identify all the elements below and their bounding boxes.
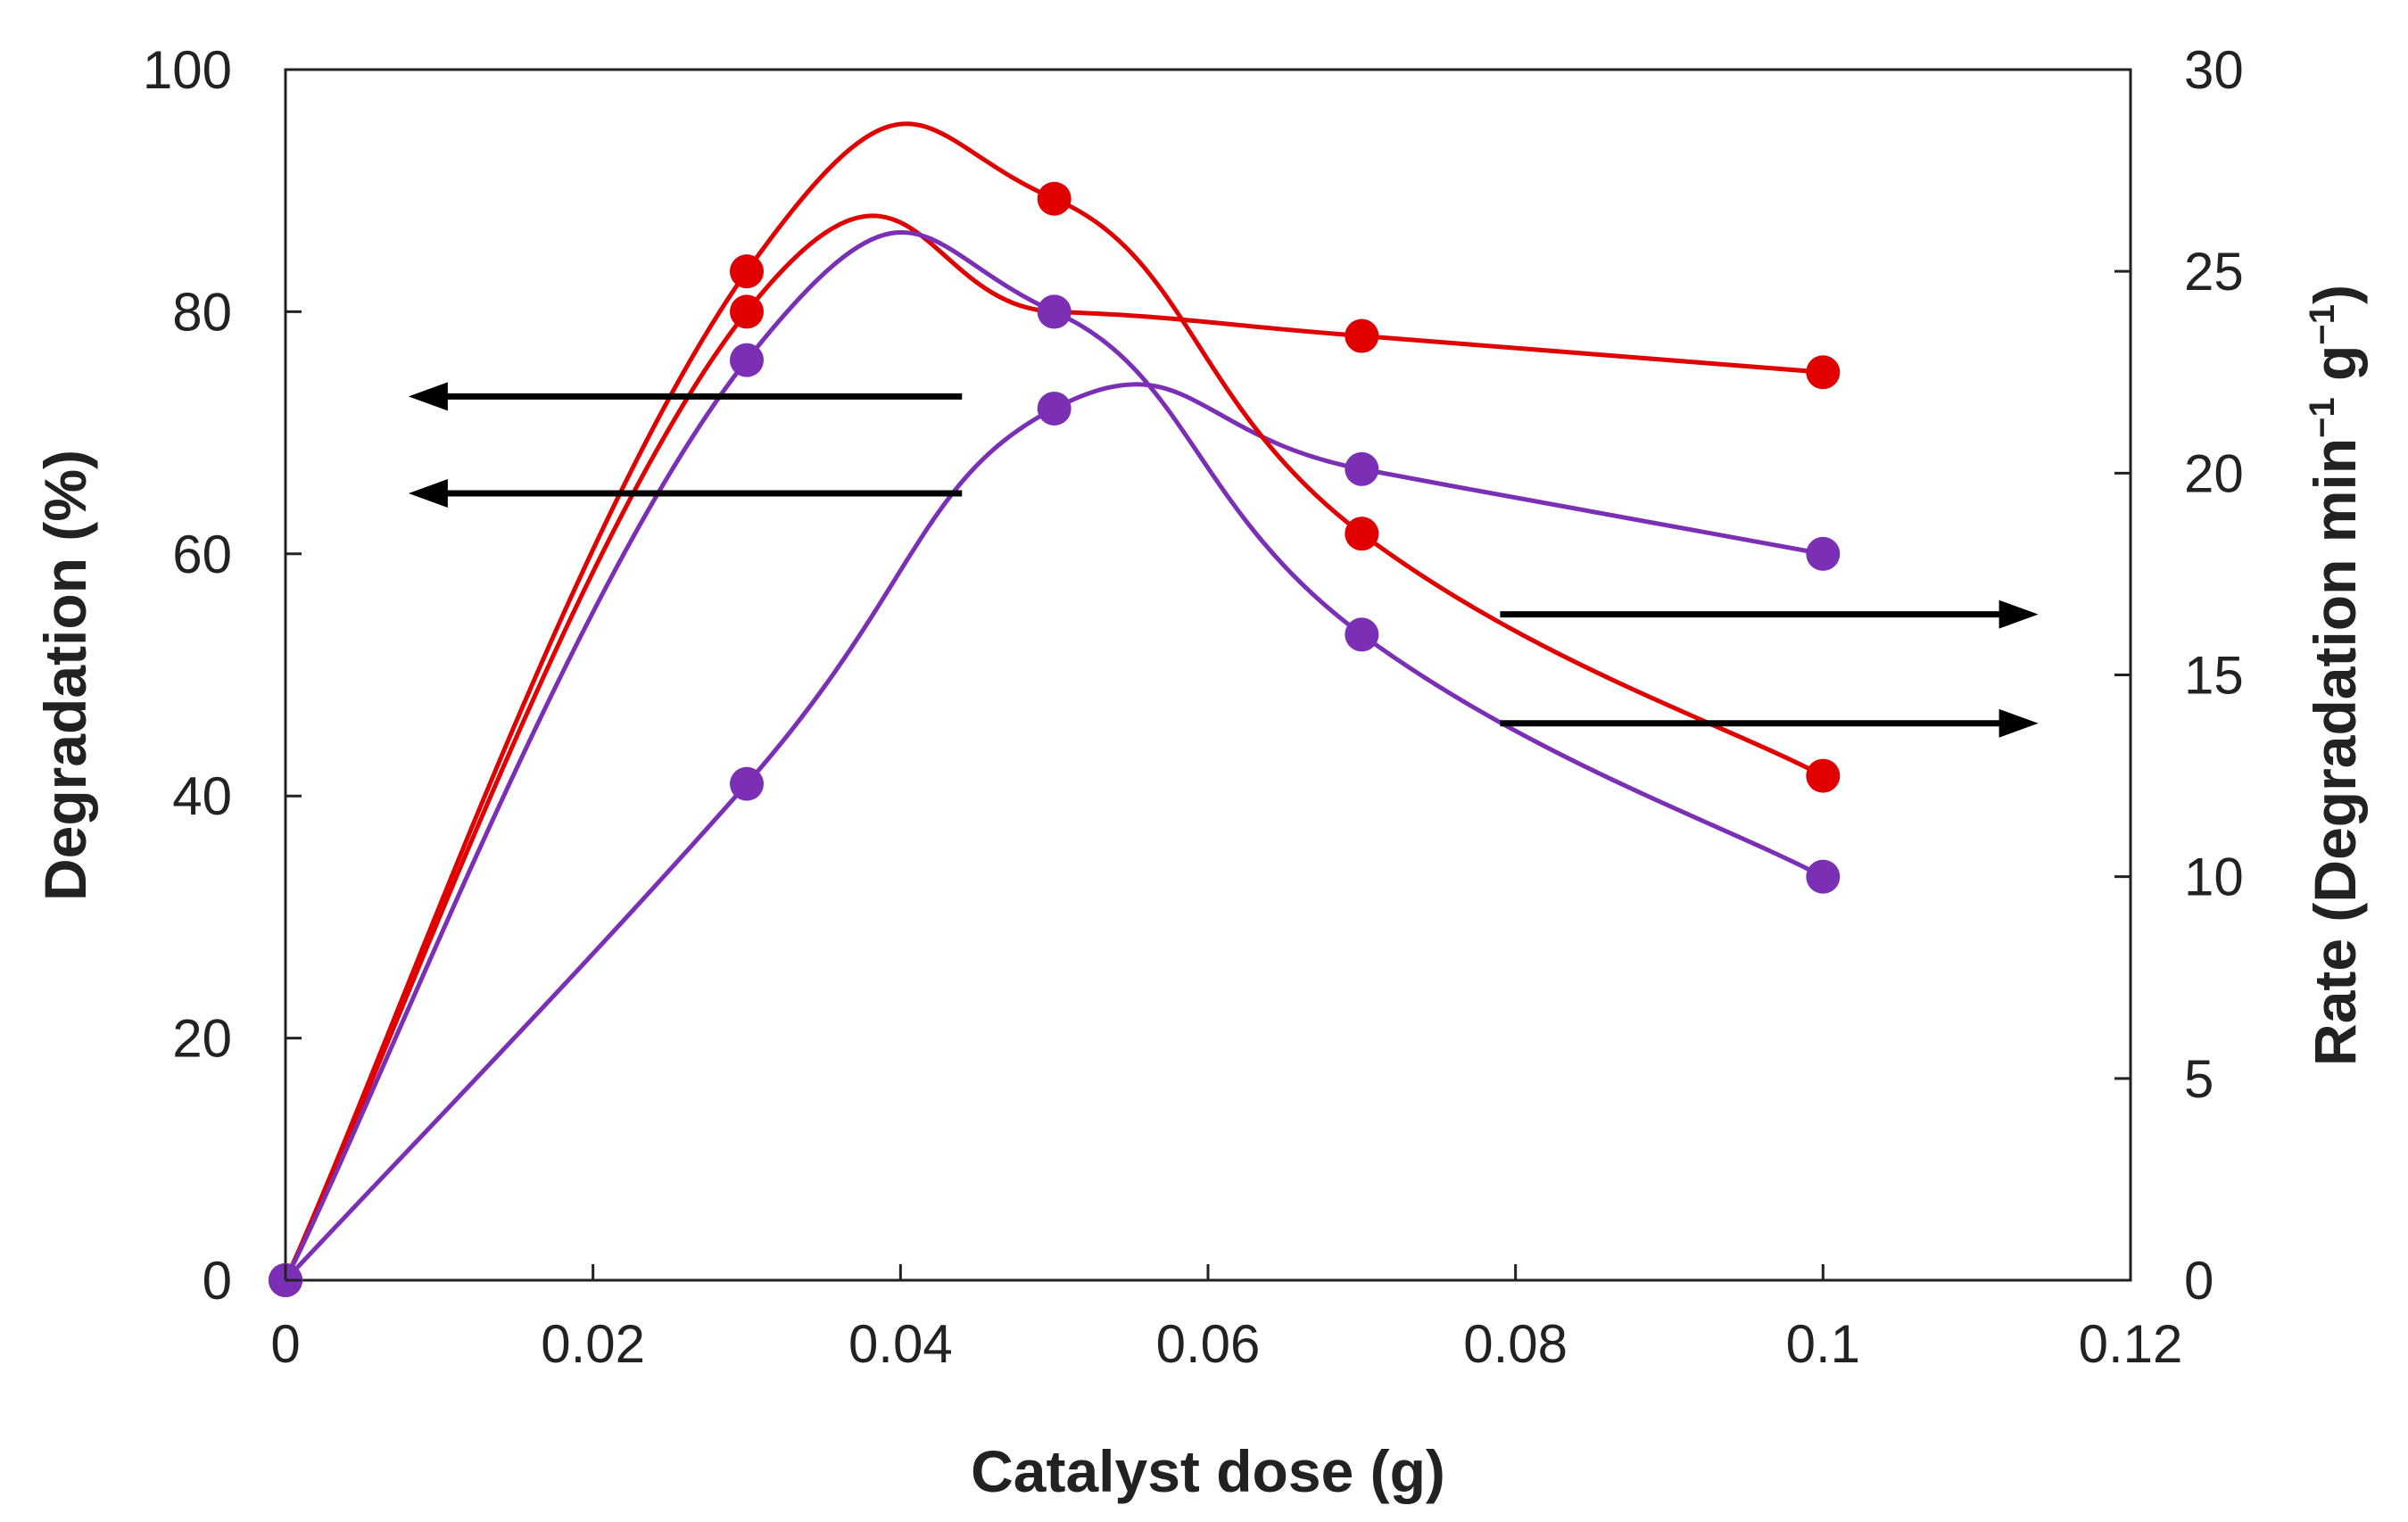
y-right-tick-label: 10 — [2184, 848, 2244, 907]
red-rate-point — [1345, 517, 1379, 551]
series-layer — [269, 121, 1841, 1297]
red-degradation-line — [283, 213, 1824, 1282]
y-right-tick-label: 15 — [2184, 646, 2244, 706]
red-degradation-point — [1345, 318, 1379, 353]
arrow-left-1 — [408, 382, 963, 411]
x-tick-label: 0 — [270, 1314, 300, 1374]
y-axis-right-title: Rate (Degradation min−1 g−1) — [2302, 285, 2368, 1066]
y-axis-right-title-exponent: −1 — [2303, 397, 2342, 438]
arrow-left-1-head — [408, 382, 448, 411]
tick-layer: 0 0.02 0.04 0.06 0.08 0.1 0.120204060801000510… — [143, 40, 2244, 1374]
y-left-tick-label: 0 — [203, 1251, 232, 1311]
red-degradation-point — [1806, 355, 1841, 390]
purple-degradation-point — [730, 766, 764, 801]
purple-rate-point — [1037, 294, 1072, 329]
x-tick-label: 0.06 — [1156, 1314, 1261, 1374]
red-rate-point — [730, 254, 764, 289]
arrow-right-1-head — [1998, 600, 2039, 629]
y-left-tick-label: 80 — [172, 282, 232, 342]
arrow-right-2 — [1500, 708, 2039, 738]
y-axis-right-title-part: ) — [2302, 285, 2368, 304]
y-right-tick-label: 25 — [2184, 242, 2244, 302]
red-rate-point — [1806, 758, 1841, 793]
y-right-tick-label: 30 — [2184, 40, 2244, 100]
y-right-tick-label: 20 — [2184, 443, 2244, 503]
y-axis-right-title-part: g — [2302, 345, 2368, 398]
purple-rate-point — [1345, 617, 1379, 652]
purple-degradation-line — [284, 382, 1824, 1282]
arrow-right-2-head — [1998, 708, 2039, 738]
purple-rate-point — [730, 343, 764, 377]
y-left-tick-label: 60 — [172, 525, 232, 584]
arrow-right-1 — [1500, 600, 2039, 629]
purple-degradation-point — [1037, 391, 1072, 426]
red-rate-point — [1037, 181, 1072, 216]
y-right-tick-label: 0 — [2184, 1251, 2214, 1311]
x-tick-label: 0.12 — [2079, 1314, 2183, 1374]
x-tick-label: 0.1 — [1786, 1314, 1860, 1374]
arrow-left-2-head — [408, 478, 448, 508]
x-tick-label: 0.02 — [541, 1314, 645, 1374]
x-tick-label: 0.08 — [1463, 1314, 1568, 1374]
arrow-layer — [408, 382, 2039, 738]
y-axis-right-title-part: Rate (Degradation min — [2302, 438, 2368, 1066]
y-left-tick-label: 100 — [143, 40, 232, 100]
red-rate-line — [283, 121, 1825, 1282]
purple-rate-line — [283, 230, 1825, 1282]
red-degradation-point — [730, 294, 764, 329]
y-left-tick-label: 20 — [172, 1009, 232, 1069]
x-axis-title: Catalyst dose (g) — [971, 1438, 1445, 1504]
y-left-tick-label: 40 — [172, 766, 232, 826]
purple-degradation-point — [1806, 536, 1841, 571]
y-axis-right-title-exponent: −1 — [2303, 304, 2342, 345]
y-axis-left-title: Degradation (%) — [32, 450, 98, 901]
y-right-tick-label: 5 — [2184, 1049, 2214, 1109]
arrow-left-2 — [408, 478, 963, 508]
x-tick-label: 0.04 — [848, 1314, 953, 1374]
purple-rate-point — [1806, 859, 1841, 894]
purple-degradation-point — [1345, 451, 1379, 486]
